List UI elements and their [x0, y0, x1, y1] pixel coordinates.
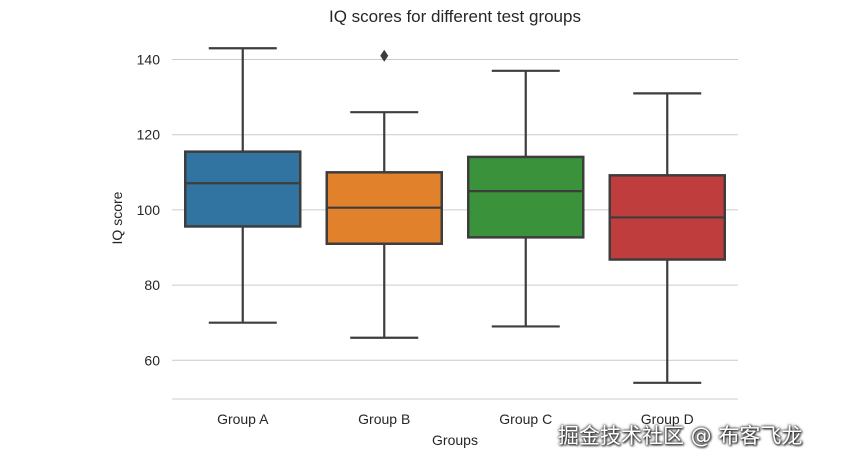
- watermark: 掘金技术社区 @ 布客飞龙: [558, 424, 803, 448]
- chart-title: IQ scores for different test groups: [329, 7, 581, 26]
- y-tick-label: 120: [137, 127, 161, 143]
- y-axis-label: IQ score: [109, 191, 125, 244]
- iqr-box: [184, 150, 302, 228]
- x-tick-label: Group B: [358, 411, 410, 427]
- box-group-b: [325, 49, 443, 339]
- x-tick-label: Group C: [499, 411, 552, 427]
- box-group-a: [184, 47, 302, 324]
- y-tick-label: 80: [144, 277, 160, 293]
- outlier-point: [380, 49, 389, 62]
- box-group-d: [608, 92, 726, 384]
- x-axis-label: Groups: [432, 432, 478, 448]
- y-tick-label: 100: [137, 202, 161, 218]
- box-group-c: [467, 69, 585, 328]
- x-tick-label: Group D: [641, 411, 694, 427]
- iqr-box: [467, 155, 585, 239]
- y-tick-label: 140: [137, 52, 161, 68]
- y-tick-label: 60: [144, 352, 160, 368]
- x-tick-label: Group A: [217, 411, 269, 427]
